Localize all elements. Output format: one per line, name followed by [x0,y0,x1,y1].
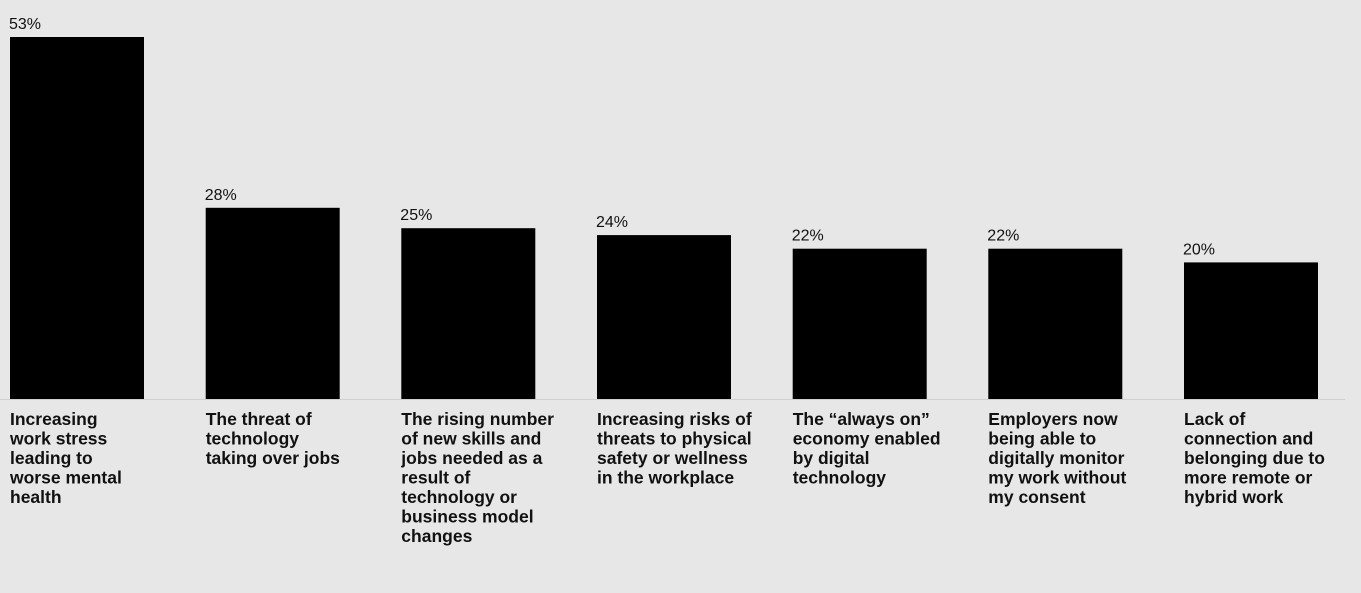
category-label-7: Lack of connection and belonging due to mor… [1184,409,1325,507]
value-labels-group: 53% 28% 25% 24% 22% 22% 20% [9,16,1215,258]
category-label-line: technology [206,429,300,449]
category-label-line: Lack of [1184,409,1245,429]
bar-3 [401,228,536,399]
value-label-3: 25% [400,207,432,224]
category-label-line: technology [793,468,887,488]
category-label-line: belonging due to [1184,448,1325,468]
category-label-line: taking over jobs [206,448,340,468]
category-label-3: The rising number of new skills and jobs n… [400,409,554,546]
category-label-line: in the workplace [597,468,734,488]
category-label-line: connection and [1184,429,1313,449]
category-label-6: Employers now being able to digitally moni… [988,409,1126,507]
bar-2 [205,207,340,399]
value-label-2: 28% [205,187,237,204]
category-label-line: The threat of [206,409,312,429]
category-label-line: work stress [9,429,108,449]
category-label-line: Increasing [10,409,98,429]
bar-5 [792,248,927,399]
bars-group [10,37,1318,399]
category-label-line: more remote or [1184,468,1313,488]
bar-4 [597,235,731,399]
value-label-1: 53% [9,16,41,33]
category-label-line: my consent [988,487,1085,507]
bar-6 [988,248,1123,399]
category-label-line: safety or wellness [597,448,748,468]
category-label-line: The rising number [401,409,554,429]
category-label-1: Increasing work stress leading to worse men… [9,409,122,507]
value-label-7: 20% [1183,241,1215,258]
value-label-4: 24% [596,214,628,231]
value-label-5: 22% [792,228,824,245]
category-label-line: The “always on” [793,409,930,429]
category-label-line: digitally monitor [988,448,1124,468]
category-label-line: result of [401,468,470,488]
category-label-line: Employers now [988,409,1118,429]
category-label-line: by digital [793,448,870,468]
bar-1 [10,37,144,399]
category-label-line: business model [401,507,533,527]
category-label-line: threats to physical [597,429,752,449]
category-label-2: The threat of technology taking over jobs [206,409,340,468]
category-label-line: changes [401,526,472,546]
category-label-line: hybrid work [1184,487,1283,507]
category-label-line: economy enabled [793,429,941,449]
category-label-line: being able to [988,429,1096,449]
category-label-line: my work without [988,468,1126,488]
category-label-5: The “always on” economy enabled by digital… [793,409,941,488]
category-label-4: Increasing risks of threats to physical sa… [597,409,752,488]
category-label-line: jobs needed as a [400,448,542,468]
category-label-line: health [10,487,62,507]
category-label-line: worse mental [9,468,122,488]
value-label-6: 22% [987,228,1019,245]
category-label-line: of new skills and [401,429,541,449]
category-label-line: technology or [401,487,517,507]
category-label-line: Increasing risks of [597,409,752,429]
category-labels-group: Increasing work stress leading to worse men… [9,409,1325,546]
category-label-line: leading to [10,448,93,468]
bar-7 [1184,262,1318,399]
